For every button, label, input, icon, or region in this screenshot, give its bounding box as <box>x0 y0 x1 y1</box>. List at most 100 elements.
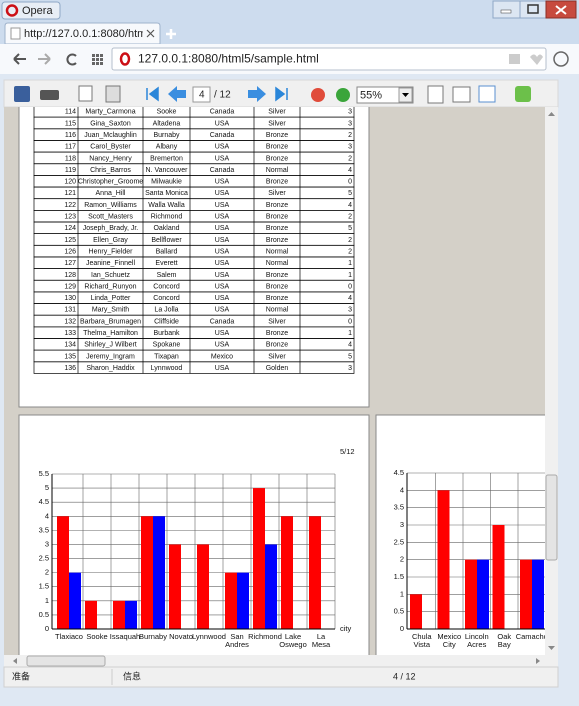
previous-page-button[interactable] <box>168 86 186 102</box>
bookmark-button[interactable] <box>530 54 543 66</box>
tab-title: http://127.0.0.1:8080/htm <box>24 28 146 40</box>
first-page-button[interactable] <box>146 86 159 102</box>
vertical-scrollbar <box>545 107 558 655</box>
table-cell: USA <box>215 307 230 314</box>
forward-button[interactable] <box>38 53 51 65</box>
table-cell: Santa Monica <box>145 190 188 197</box>
last-page-button[interactable] <box>275 86 288 102</box>
bar <box>520 559 532 629</box>
table-cell: 3 <box>348 365 352 372</box>
print-button[interactable] <box>40 90 59 100</box>
bar <box>237 572 249 629</box>
table-cell: Juan_Mclaughlin <box>84 132 137 139</box>
full-screen-button[interactable] <box>478 85 496 103</box>
table-cell: 2 <box>348 248 352 255</box>
table-cell: Spokane <box>153 342 181 349</box>
new-tab[interactable] <box>166 29 176 39</box>
tab-close[interactable] <box>146 29 155 38</box>
status-left: 准备 <box>12 670 30 681</box>
table-cell: Silver <box>268 120 286 127</box>
fit-width-button[interactable] <box>452 86 471 103</box>
x-tick-label: San Andres <box>225 632 249 649</box>
table-cell: Barbara_Brumagen <box>80 318 141 325</box>
back-button[interactable] <box>13 53 26 65</box>
bar <box>492 525 505 629</box>
minimize-button[interactable] <box>492 0 521 19</box>
vertical-scroll-thumb[interactable] <box>545 474 558 561</box>
minimize-icon <box>500 9 512 14</box>
table-cell: 121 <box>64 190 76 197</box>
y-tick-label: 4.5 <box>394 468 404 477</box>
table-cell: 115 <box>65 120 76 127</box>
table-cell: Bronze <box>266 155 288 162</box>
table-cell: Everett <box>155 260 177 267</box>
page-total: / 12 <box>214 90 231 101</box>
export-a-button[interactable] <box>78 85 93 102</box>
table-cell: Ellen_Gray <box>93 237 128 244</box>
scroll-up[interactable] <box>548 112 555 116</box>
y-tick-label: 2 <box>400 555 404 564</box>
table-cell: 2 <box>348 237 352 244</box>
table-cell: Bronze <box>266 179 288 186</box>
tab-icon <box>10 27 21 40</box>
menu-button[interactable] <box>553 51 569 67</box>
scroll-left[interactable] <box>13 658 17 664</box>
table-cell: USA <box>215 214 230 221</box>
speed-dial[interactable] <box>92 54 103 65</box>
bar <box>532 559 544 629</box>
reload-button[interactable] <box>66 53 77 66</box>
table-cell: 5 <box>348 353 352 360</box>
table-cell: Canada <box>210 318 235 325</box>
table-cell: 125 <box>64 237 76 244</box>
horizontal-scroll-thumb[interactable] <box>26 655 106 667</box>
maximize-button[interactable] <box>519 0 547 19</box>
page-input[interactable] <box>192 86 211 103</box>
table-cell: Canada <box>210 167 235 174</box>
x-tick-label: Issaquah <box>110 632 140 641</box>
y-tick-label: 0.5 <box>394 607 404 616</box>
table-cell: Scott_Masters <box>88 214 133 221</box>
zoom-value: 55% <box>360 89 382 101</box>
scroll-down[interactable] <box>548 646 555 650</box>
y-tick-label: 3 <box>45 539 49 548</box>
table-row <box>33 361 355 374</box>
table-cell: 130 <box>64 295 76 302</box>
address-icon[interactable] <box>509 54 520 64</box>
address-field[interactable] <box>111 47 547 71</box>
save-button[interactable] <box>14 86 30 102</box>
url-text: 127.0.0.1:8080/html5/sample.html <box>138 52 319 66</box>
bar <box>465 559 477 629</box>
bar <box>281 516 293 629</box>
y-tick-label: 3.5 <box>39 525 49 534</box>
table-cell: 1 <box>348 272 352 279</box>
x-tick-label: Lincoln Acres <box>465 632 489 649</box>
fit-page-button[interactable] <box>427 85 444 104</box>
x-tick-label: Burnaby <box>139 632 167 641</box>
export-t-button[interactable] <box>105 85 121 103</box>
bar <box>197 544 209 629</box>
table-cell: 120 <box>64 179 76 186</box>
table-cell: Concord <box>153 283 180 290</box>
table-cell: Bronze <box>266 144 288 151</box>
zoom-out-button[interactable] <box>311 88 325 102</box>
next-page-button[interactable] <box>248 86 266 102</box>
table-cell: Golden <box>266 365 289 372</box>
table-cell: Bronze <box>266 214 288 221</box>
table-cell: Nancy_Henry <box>89 155 132 162</box>
bar <box>477 559 489 629</box>
search-button[interactable] <box>515 86 531 102</box>
zoom-in-button[interactable] <box>336 88 350 102</box>
table-cell: 4 <box>348 167 352 174</box>
table-cell: 132 <box>64 318 76 325</box>
table-cell: 122 <box>64 202 76 209</box>
table-cell: 3 <box>348 109 352 116</box>
table-cell: USA <box>215 283 230 290</box>
table-cell: Canada <box>210 132 235 139</box>
table-cell: Bellflower <box>151 237 182 244</box>
y-tick-label: 1 <box>45 596 49 605</box>
tab[interactable] <box>4 22 161 45</box>
x-tick-label: Mexico City <box>437 632 461 649</box>
table-cell: 4 <box>348 202 352 209</box>
scroll-right[interactable] <box>536 658 540 664</box>
table-cell: Henry_Fielder <box>89 248 134 255</box>
